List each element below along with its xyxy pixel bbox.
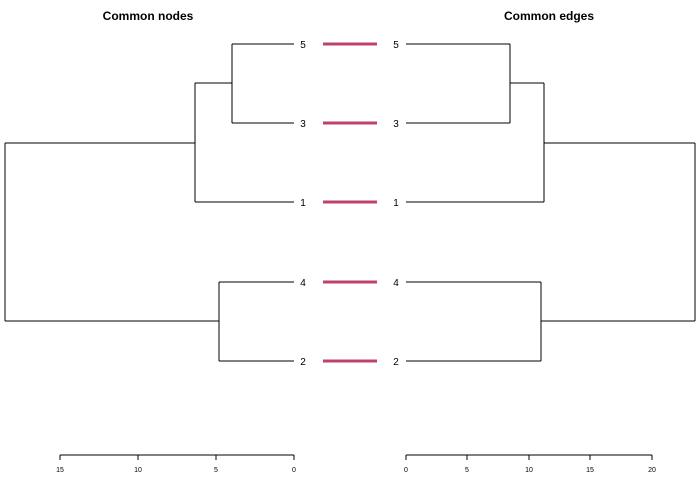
right-dendrogram [406,43,696,362]
left-axis-tick-label: 15 [56,467,64,474]
right-leaf-label: 1 [393,198,399,209]
right-axis-tick-label: 20 [648,467,656,474]
left-axis-tick-label: 10 [134,467,142,474]
left-leaf-labels: 5 3 1 4 2 [300,40,306,368]
left-leaf-label: 2 [300,357,306,368]
left-axis-tick-label: 5 [214,467,218,474]
right-axis-tick-label: 0 [404,467,408,474]
right-leaf-label: 5 [393,40,399,51]
left-axis-tick-label: 0 [292,467,296,474]
left-leaf-label: 4 [300,278,306,289]
left-title: Common nodes [103,9,194,23]
right-axis: 0 5 10 15 20 [404,454,656,474]
left-axis: 15 10 5 0 [56,454,296,474]
right-leaf-label: 2 [393,357,399,368]
right-leaf-labels: 5 3 1 4 2 [393,40,399,368]
connectors [323,42,377,363]
left-leaf-label: 5 [300,40,306,51]
right-axis-tick-label: 15 [586,467,594,474]
right-leaf-label: 3 [393,119,399,130]
right-title: Common edges [504,9,594,23]
right-axis-tick-label: 5 [465,467,469,474]
right-axis-tick-label: 10 [525,467,533,474]
right-leaf-label: 4 [393,278,399,289]
left-dendrogram [4,43,294,362]
left-leaf-label: 3 [300,119,306,130]
left-leaf-label: 1 [300,198,306,209]
